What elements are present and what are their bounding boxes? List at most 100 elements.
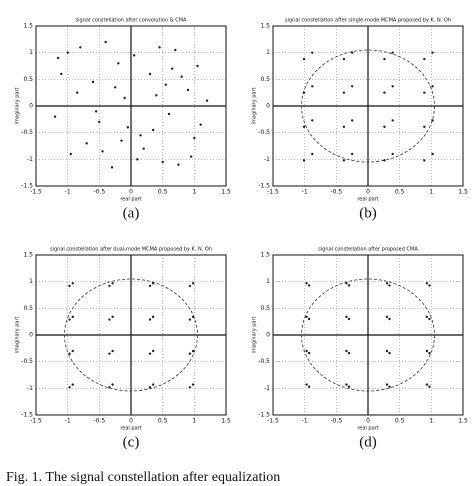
point	[385, 315, 389, 319]
y-tick-label: -0.5	[21, 129, 33, 136]
y-tick-label: 1	[29, 49, 33, 56]
x-tick-label: 1	[192, 418, 196, 425]
point	[423, 125, 426, 128]
x-tick-label: -1	[302, 189, 308, 196]
point	[307, 317, 311, 321]
x-tick-label: -0.5	[93, 189, 105, 196]
reference-circle	[301, 278, 435, 392]
point	[345, 315, 348, 319]
point	[148, 386, 152, 389]
figure-caption: Fig. 1. The signal constellation after e…	[6, 470, 280, 485]
point	[108, 284, 111, 288]
x-tick-label: 0.5	[395, 189, 405, 196]
plot-title: signal constellation after dual-mode MCM…	[50, 247, 212, 253]
x-tick-label: 0	[366, 418, 370, 425]
point	[71, 315, 74, 319]
point	[383, 125, 386, 128]
point	[385, 383, 389, 386]
y-tick-label: 0	[266, 103, 270, 110]
point	[110, 166, 114, 169]
point	[305, 383, 308, 386]
point	[170, 67, 174, 70]
point	[342, 159, 346, 162]
point	[342, 57, 346, 61]
point	[391, 152, 394, 156]
point	[193, 136, 196, 140]
y-tick-label: -0.5	[258, 358, 270, 365]
point	[75, 91, 79, 94]
x-tick-label: 0	[366, 189, 370, 196]
point	[311, 85, 314, 88]
point	[91, 80, 95, 84]
point	[391, 51, 394, 54]
y-tick-label: 1	[29, 278, 33, 285]
point	[167, 112, 171, 116]
y-tick-label: 1	[266, 49, 270, 56]
x-tick-label: -1	[65, 189, 71, 196]
point	[431, 152, 434, 156]
point	[425, 315, 429, 319]
point	[158, 46, 161, 49]
point	[68, 352, 71, 355]
point	[385, 282, 389, 285]
point	[189, 155, 193, 158]
x-tick-label: 0.5	[158, 189, 168, 196]
y-tick-label: 0	[266, 332, 270, 339]
y-tick-label: 0	[29, 332, 33, 339]
point	[383, 57, 386, 61]
point	[342, 91, 346, 94]
plot-title: signal constellation after single-mode M…	[285, 18, 451, 24]
point	[347, 317, 351, 321]
point	[142, 147, 145, 150]
y-tick-label: 0.5	[260, 305, 270, 312]
point	[108, 318, 111, 321]
point	[383, 159, 386, 162]
point	[311, 51, 314, 54]
point	[71, 282, 74, 285]
point	[191, 349, 195, 353]
point	[431, 85, 434, 88]
y-tick-label: -1	[264, 156, 270, 163]
point	[311, 152, 314, 156]
point	[347, 284, 351, 287]
point	[205, 99, 209, 102]
x-axis-label: real part	[120, 426, 141, 432]
point	[68, 284, 71, 288]
point	[391, 119, 394, 122]
point	[101, 150, 104, 153]
point	[302, 57, 306, 61]
point	[188, 352, 192, 355]
y-tick-label: -1.5	[21, 183, 33, 190]
point	[94, 110, 98, 113]
point	[347, 351, 351, 355]
y-tick-label: 0.5	[260, 76, 270, 83]
x-tick-label: 1	[429, 189, 433, 196]
point	[428, 385, 431, 388]
point	[347, 385, 351, 388]
point	[111, 282, 114, 285]
point	[391, 85, 394, 88]
y-tick-label: -0.5	[21, 358, 33, 365]
x-tick-label: -1	[65, 418, 71, 425]
point	[53, 115, 57, 118]
x-tick-label: 1.5	[458, 189, 468, 196]
point	[186, 88, 190, 92]
x-tick-label: -1.5	[267, 189, 279, 196]
point	[66, 51, 69, 54]
plot-title: signal constellation after convolution &…	[76, 18, 187, 24]
y-tick-label: -1	[27, 156, 33, 163]
point	[431, 119, 434, 122]
y-tick-label: 1.5	[23, 23, 33, 30]
x-tick-label: -0.5	[330, 189, 342, 196]
point	[383, 91, 386, 94]
point	[177, 163, 180, 166]
point	[431, 51, 434, 54]
point	[60, 72, 63, 76]
point	[191, 383, 195, 386]
y-tick-label: 0	[29, 103, 33, 110]
point	[345, 282, 348, 285]
x-tick-label: -1.5	[30, 418, 42, 425]
point	[196, 64, 199, 68]
y-tick-label: -1.5	[21, 412, 33, 419]
